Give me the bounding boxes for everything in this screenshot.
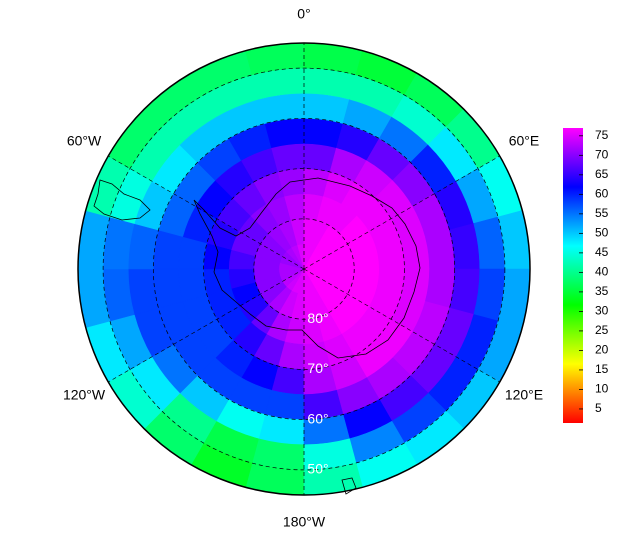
island: [341, 477, 357, 495]
cell: [303, 118, 344, 149]
colorbar-tick-label: 75: [595, 128, 609, 142]
colorbar-bar: [563, 128, 583, 423]
grid: [102, 43, 506, 495]
colorbar-tick-label: 65: [595, 167, 609, 181]
lon-grid-line: [108, 155, 305, 270]
lon-label: 180°W: [283, 514, 326, 530]
lon-grid-line: [303, 155, 500, 270]
colorbar-tick-label: 20: [595, 343, 609, 357]
lat-label: 70°: [307, 360, 328, 376]
lat-label: 80°: [307, 310, 328, 326]
lon-grid-line: [303, 268, 500, 383]
lon-label: 60°W: [67, 133, 102, 149]
cell: [153, 268, 184, 309]
lon-label: 0°: [297, 6, 310, 22]
map-border: [77, 42, 531, 496]
colorbar-tick-label: 30: [595, 304, 609, 318]
colorbar-tick-label: 70: [595, 147, 609, 161]
antarctica: [193, 177, 421, 359]
colorbar-tick-label: 5: [595, 401, 602, 415]
lat-label: 50°: [307, 461, 328, 477]
cell: [153, 229, 184, 270]
coastline: [93, 177, 421, 495]
lon-grid-line: [108, 268, 305, 383]
lon-label: 60°E: [509, 133, 540, 149]
colorbar: 5 10 15 20 25 30 35 40 45 50 55 60 65 70 75: [563, 128, 609, 423]
colorbar-tick-label: 40: [595, 265, 609, 279]
colorbar-tick-label: 60: [595, 187, 609, 201]
lon-label: 120°E: [505, 387, 543, 403]
colorbar-tick-label: 35: [595, 284, 609, 298]
colorbar-tick-label: 50: [595, 226, 609, 240]
map-cells: [77, 42, 531, 496]
cell: [424, 268, 455, 309]
colorbar-tick-label: 15: [595, 362, 609, 376]
colorbar-tick-label: 25: [595, 323, 609, 337]
south-america: [93, 179, 151, 221]
colorbar-tick-label: 55: [595, 206, 609, 220]
cell: [264, 389, 305, 420]
colorbar-tick-label: 45: [595, 245, 609, 259]
cell: [264, 118, 305, 149]
colorbar-tick-label: 10: [595, 382, 609, 396]
lon-label: 120°W: [63, 387, 106, 403]
labels: 80° 70° 60° 50° 0° 60°E 120°E 180°W 120°W 60°W: [63, 6, 543, 530]
lat-label: 60°: [307, 410, 328, 426]
lat-grid-circle: [102, 67, 506, 471]
cell: [424, 229, 455, 270]
